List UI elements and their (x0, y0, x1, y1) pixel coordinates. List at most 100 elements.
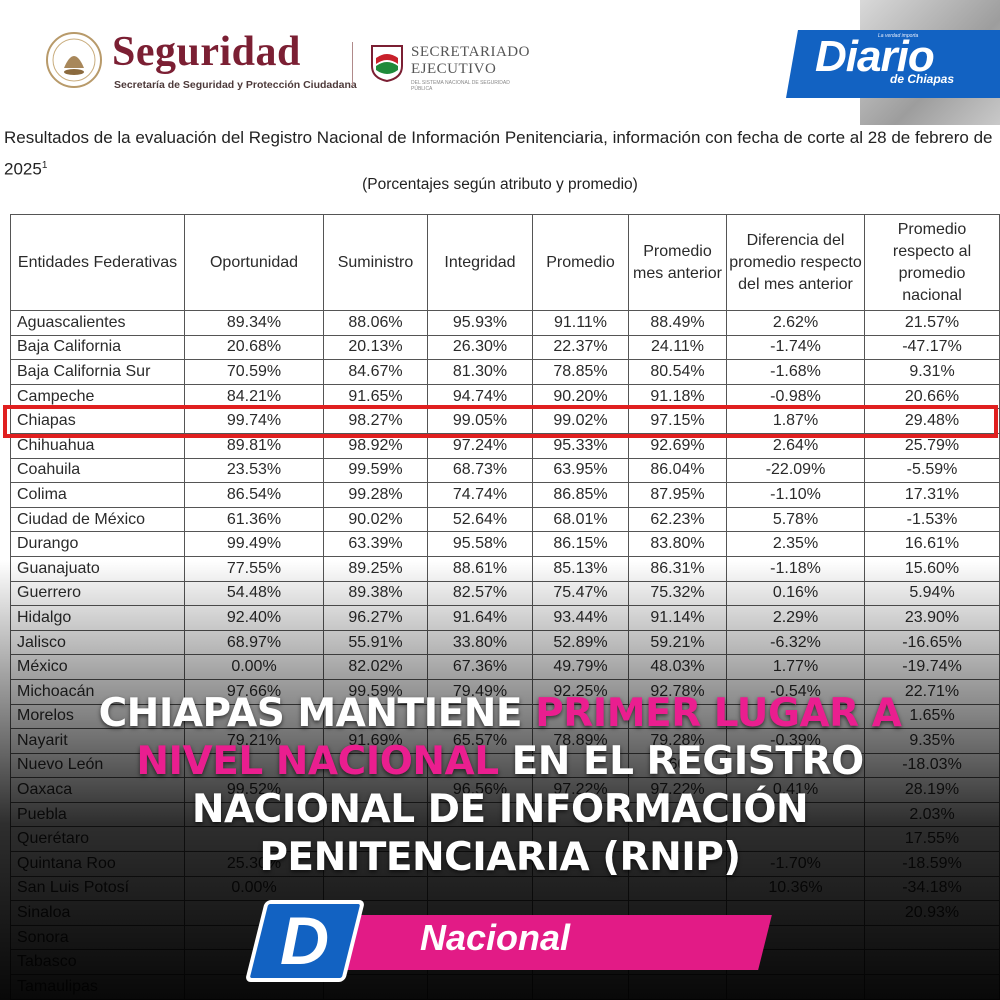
value-cell: 63.95% (532, 457, 629, 484)
value-cell: 62.23% (628, 506, 727, 533)
gov-title: Seguridad (112, 29, 301, 75)
value-cell: 86.54% (184, 482, 324, 508)
value-cell: 83.80% (628, 531, 727, 557)
headline-part-1: CHIAPAS MANTIENE (98, 691, 536, 736)
entity-cell: Chiapas (10, 408, 185, 434)
value-cell: 48.03% (628, 654, 727, 680)
value-cell: 84.21% (184, 383, 324, 410)
divider (352, 42, 353, 86)
value-cell: -5.59% (864, 457, 1000, 484)
sesnsp-line-3: DEL SISTEMA NACIONAL DE SEGURIDAD PÚBLIC… (411, 80, 510, 92)
value-cell: 49.79% (532, 654, 629, 680)
table-row: Tamaulipas (10, 974, 1000, 1000)
entity-cell: Campeche (10, 383, 185, 410)
value-cell: 9.31% (864, 359, 1000, 385)
value-cell: 0.16% (726, 580, 865, 607)
value-cell: 91.11% (532, 310, 629, 336)
sesnsp-line-1: SECRETARIADO (411, 44, 530, 60)
value-cell: 91.64% (427, 605, 533, 631)
value-cell: 82.02% (323, 654, 428, 680)
entity-cell: Coahuila (10, 457, 185, 484)
column-header: Integridad (427, 214, 533, 311)
value-cell: 55.91% (323, 629, 428, 656)
value-cell: 29.48% (864, 408, 1000, 434)
value-cell: -47.17% (864, 334, 1000, 361)
value-cell (864, 924, 1000, 951)
value-cell: 17.31% (864, 482, 1000, 508)
value-cell: 90.02% (323, 506, 428, 533)
value-cell: 67.36% (427, 654, 533, 680)
table-row: Chihuahua 89.81% 98.92% 97.24% 95.33% 92.69% 2… (10, 432, 1000, 459)
value-cell: 94.74% (427, 383, 533, 410)
value-cell: 99.28% (323, 482, 428, 508)
brand-tagline: La verdad importa (878, 33, 919, 39)
value-cell: 86.04% (628, 457, 727, 484)
value-cell: 92.40% (184, 605, 324, 631)
value-cell: 96.27% (323, 605, 428, 631)
value-cell: 54.48% (184, 580, 324, 607)
coat-of-arms-icon (46, 32, 102, 88)
value-cell: 95.33% (532, 432, 629, 459)
value-cell: -1.74% (726, 334, 865, 361)
value-cell (864, 949, 1000, 976)
value-cell: 16.61% (864, 531, 1000, 557)
sesnsp-line-2: EJECUTIVO (411, 61, 497, 77)
table-row: Baja California Sur 70.59% 84.67% 81.30% 78.… (10, 359, 1000, 385)
value-cell: 99.74% (184, 408, 324, 434)
entity-cell: Guanajuato (10, 555, 185, 582)
value-cell: 75.47% (532, 580, 629, 607)
entity-cell: Baja California (10, 334, 185, 361)
d-logo-letter: D (280, 903, 330, 979)
value-cell: 68.01% (532, 506, 629, 533)
value-cell: 0.00% (184, 654, 324, 680)
value-cell: 5.78% (726, 506, 865, 533)
value-cell: 99.49% (184, 531, 324, 557)
value-cell: 99.02% (532, 408, 629, 434)
value-cell: 97.24% (427, 432, 533, 459)
value-cell: 81.30% (427, 359, 533, 385)
value-cell: 24.11% (628, 334, 727, 361)
entity-cell: Chihuahua (10, 432, 185, 459)
value-cell (427, 974, 533, 1000)
value-cell (864, 974, 1000, 1000)
value-cell: 25.79% (864, 432, 1000, 459)
entity-cell: Aguascalientes (10, 310, 185, 336)
value-cell: -16.65% (864, 629, 1000, 656)
value-cell: -1.18% (726, 555, 865, 582)
header: Seguridad Secretaría de Seguridad y Prot… (0, 0, 1000, 125)
entity-cell: Jalisco (10, 629, 185, 656)
document-title: Resultados de la evaluación del Registro… (4, 124, 996, 184)
value-cell: 68.73% (427, 457, 533, 484)
value-cell: 75.32% (628, 580, 727, 607)
table-row: Ciudad de México 61.36% 90.02% 52.64% 68.01%… (10, 506, 1000, 533)
value-cell: -22.09% (726, 457, 865, 484)
gov-subtitle: Secretaría de Seguridad y Protección Ciu… (114, 79, 357, 91)
value-cell: 89.25% (323, 555, 428, 582)
column-header: Diferencia del promedio respecto del mes… (726, 214, 865, 311)
table-row: Jalisco 68.97% 55.91% 33.80% 52.89% 59.21% -6.… (10, 629, 1000, 656)
table-row: Campeche 84.21% 91.65% 94.74% 90.20% 91.18% -0… (10, 383, 1000, 410)
value-cell: 2.35% (726, 531, 865, 557)
value-cell: 98.92% (323, 432, 428, 459)
value-cell: 91.14% (628, 605, 727, 631)
document-title-footnote: 1 (41, 160, 48, 171)
value-cell: 20.68% (184, 334, 324, 361)
value-cell: 99.05% (427, 408, 533, 434)
value-cell: 26.30% (427, 334, 533, 361)
section-label: Nacional (420, 917, 571, 958)
value-cell: 84.67% (323, 359, 428, 385)
value-cell: 63.39% (323, 531, 428, 557)
value-cell: 20.93% (864, 900, 1000, 926)
value-cell: 99.59% (323, 457, 428, 484)
value-cell: 88.61% (427, 555, 533, 582)
value-cell: -6.32% (726, 629, 865, 656)
value-cell: 20.13% (323, 334, 428, 361)
value-cell: 77.55% (184, 555, 324, 582)
value-cell: 78.85% (532, 359, 629, 385)
value-cell: 91.18% (628, 383, 727, 410)
entity-cell: Sonora (10, 924, 185, 951)
sesnsp-shield-icon (371, 45, 403, 82)
column-header: Promedio respecto al promedio nacional (864, 214, 1000, 311)
value-cell: 92.69% (628, 432, 727, 459)
value-cell: 15.60% (864, 555, 1000, 582)
